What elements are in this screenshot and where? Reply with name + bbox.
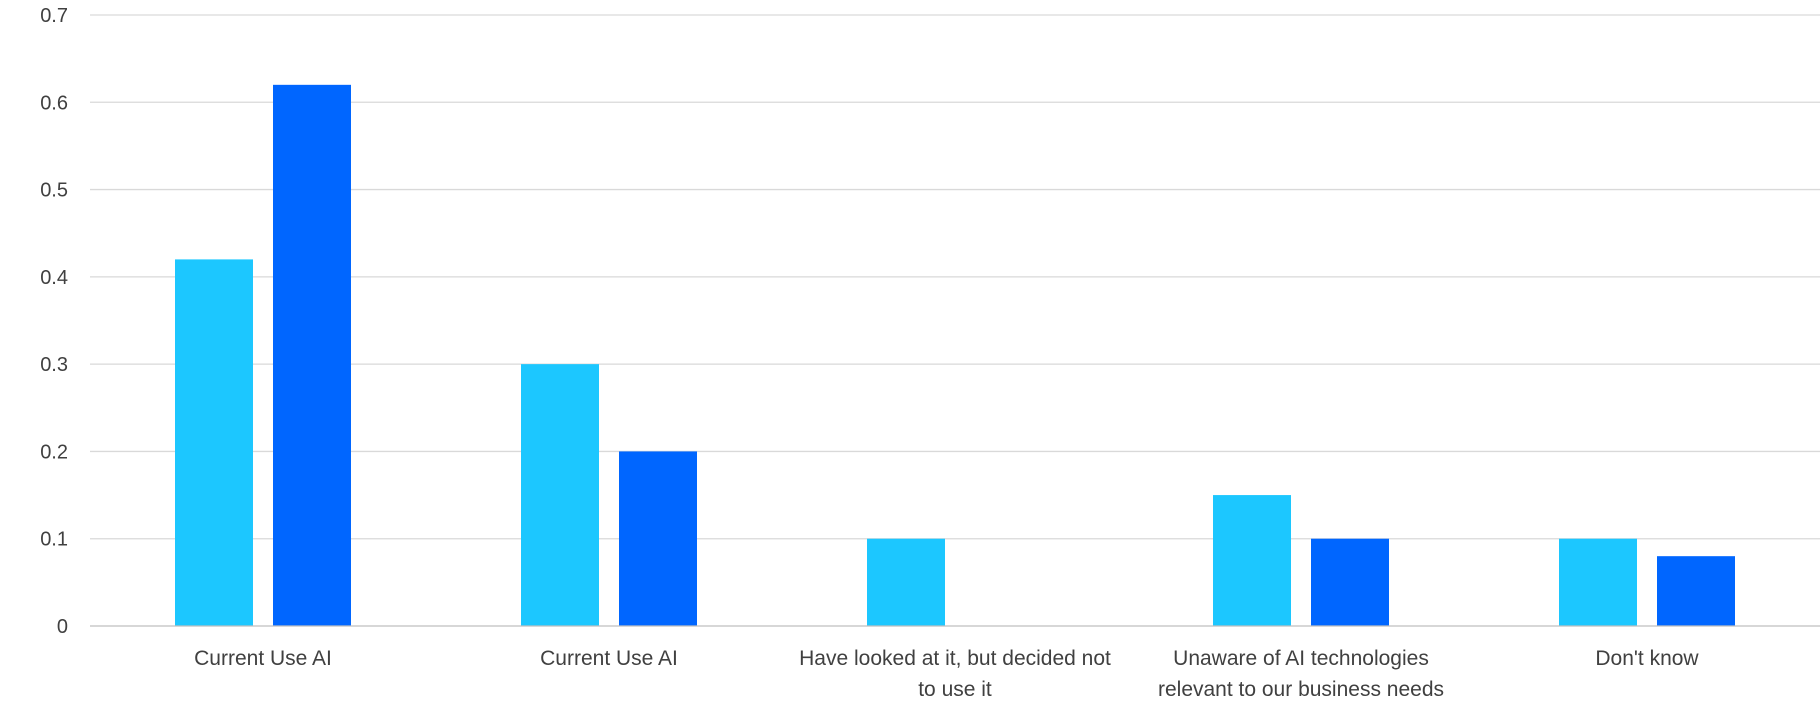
x-axis-category-labels: Current Use AI Current Use AI Have looked … (194, 647, 1699, 701)
y-tick-label: 0.3 (40, 354, 68, 376)
bar-series-1-category-3 (867, 538, 945, 626)
bar-series-1-category-2 (521, 364, 599, 626)
bar-series-2-category-1 (273, 84, 351, 627)
y-tick-label: 0.5 (40, 180, 68, 202)
x-category-label: Current Use AI (540, 647, 678, 670)
y-tick-label: 0.6 (40, 92, 68, 114)
x-category-label: Don't know (1595, 647, 1699, 670)
bar-series-1-category-1 (175, 259, 253, 626)
bar-series-2-category-4 (1311, 538, 1389, 626)
bar-series-1-category-5 (1559, 538, 1637, 626)
x-category-label: to use it (918, 678, 992, 701)
x-category-label: relevant to our business needs (1158, 678, 1444, 701)
y-tick-label: 0 (57, 616, 68, 638)
y-tick-label: 0.4 (40, 267, 68, 289)
y-tick-label: 0.1 (40, 529, 68, 551)
x-category-label: Current Use AI (194, 647, 332, 670)
bar-series-2-category-5 (1657, 556, 1735, 626)
y-tick-label: 0.7 (40, 5, 68, 27)
x-category-label: Unaware of AI technologies (1173, 647, 1429, 670)
y-tick-label: 0.2 (40, 441, 68, 463)
gridlines (90, 14, 1820, 540)
bar-series-1-category-4 (1213, 495, 1291, 626)
y-axis-tick-labels: 0 0.1 0.2 0.3 0.4 0.5 0.6 0.7 (40, 5, 68, 638)
bars (175, 84, 1735, 627)
bar-series-2-category-2 (619, 451, 697, 626)
x-category-label: Have looked at it, but decided not (799, 647, 1111, 670)
